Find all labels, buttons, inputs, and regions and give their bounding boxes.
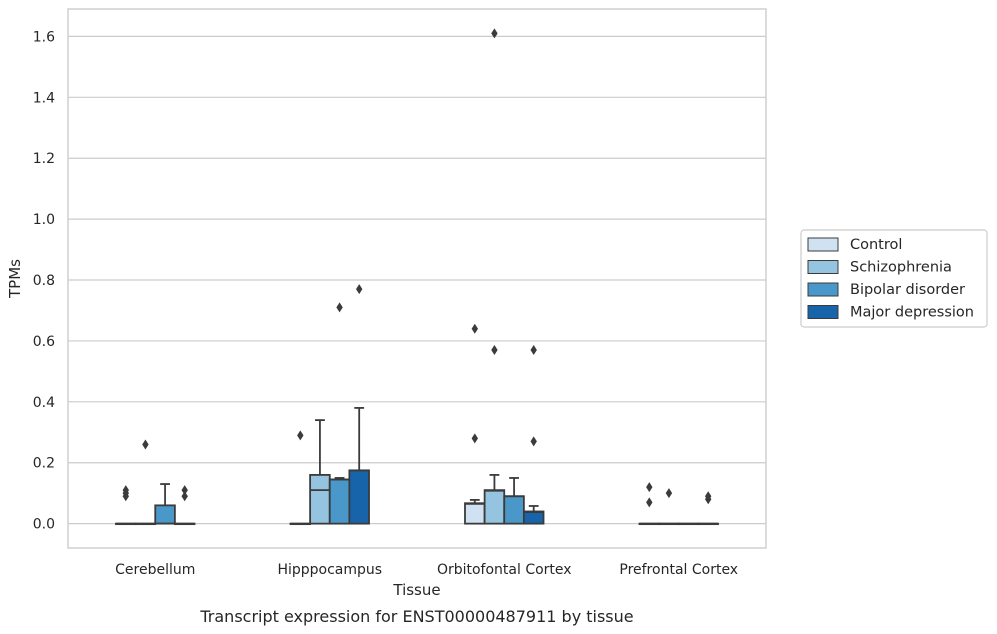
legend-label: Schizophrenia [850, 260, 952, 276]
legend-label: Major depression [850, 305, 974, 321]
y-tick-label: 1.4 [33, 90, 55, 106]
y-tick-label: 0.4 [33, 395, 55, 411]
outlier-point [530, 345, 537, 356]
outlier-point [530, 436, 537, 447]
x-tick-label: Prefrontal Cortex [619, 562, 738, 578]
x-tick-label: Hipppocampus [277, 562, 382, 578]
box-group [134, 439, 157, 526]
outlier-point [355, 284, 363, 295]
x-axis: Cerebellum Hipppocampus Orbitofontal Corte… [115, 562, 738, 578]
box-group [289, 430, 312, 526]
outlier-point [665, 488, 673, 499]
box-group [309, 419, 331, 525]
legend-label: Bipolar disorder [850, 282, 965, 298]
x-tick-label: Orbitofontal Cortex [437, 562, 572, 578]
box-group [638, 482, 661, 526]
legend-swatch [807, 237, 839, 252]
box-group [328, 302, 351, 525]
y-axis-label: TPMs [6, 259, 24, 299]
y-tick-label: 0.0 [33, 517, 55, 533]
outlier-point [336, 302, 343, 313]
box [464, 502, 486, 525]
box-group [464, 323, 486, 525]
outlier-point [491, 345, 498, 356]
outlier-point [297, 430, 304, 441]
chart-caption: Transcript expression for ENST0000048791… [199, 607, 633, 626]
y-tick-label: 0.2 [33, 456, 55, 472]
outlier-point [142, 439, 149, 450]
box-group [503, 477, 525, 525]
outlier-point [471, 323, 479, 334]
outlier-point [491, 28, 498, 39]
y-tick-label: 1.6 [33, 29, 55, 45]
box [154, 504, 176, 525]
y-tick-label: 1.2 [33, 151, 55, 167]
box [328, 478, 351, 525]
legend-swatch [807, 305, 839, 319]
outlier-point [646, 482, 653, 493]
legend-swatch [807, 260, 839, 274]
box-plots [115, 28, 719, 526]
legend: Control Schizophrenia Bipolar disorder Majo… [800, 229, 988, 328]
outlier-point [181, 491, 188, 502]
box-group [697, 491, 719, 526]
box-group [522, 345, 545, 525]
box-group [677, 522, 700, 526]
grid-lines [68, 35, 766, 525]
outlier-point [471, 433, 479, 444]
y-tick-label: 1.0 [33, 212, 55, 228]
outlier-point [122, 485, 130, 496]
box [348, 469, 370, 525]
box [309, 474, 331, 525]
outlier-point [646, 497, 653, 508]
box [483, 489, 506, 525]
box-group [483, 28, 506, 525]
box-group [154, 483, 176, 525]
y-axis: 0.0 0.2 0.4 0.6 0.8 1.0 1.2 1.4 1.6 [33, 29, 55, 532]
box-group [348, 284, 370, 525]
legend-label: Control [850, 237, 902, 253]
y-tick-label: 0.8 [33, 273, 55, 289]
box-group [658, 488, 680, 526]
box [522, 510, 545, 525]
box [503, 495, 525, 525]
x-tick-label: Cerebellum [115, 562, 195, 578]
legend-frame [800, 229, 988, 328]
y-tick-label: 0.6 [33, 334, 55, 350]
x-axis-label: Tissue [392, 581, 440, 599]
plot-frame [67, 8, 767, 549]
outlier-point [181, 485, 188, 496]
legend-swatch [807, 282, 839, 297]
box-group [115, 485, 137, 526]
box-group [173, 485, 196, 526]
outlier-point [704, 491, 712, 502]
